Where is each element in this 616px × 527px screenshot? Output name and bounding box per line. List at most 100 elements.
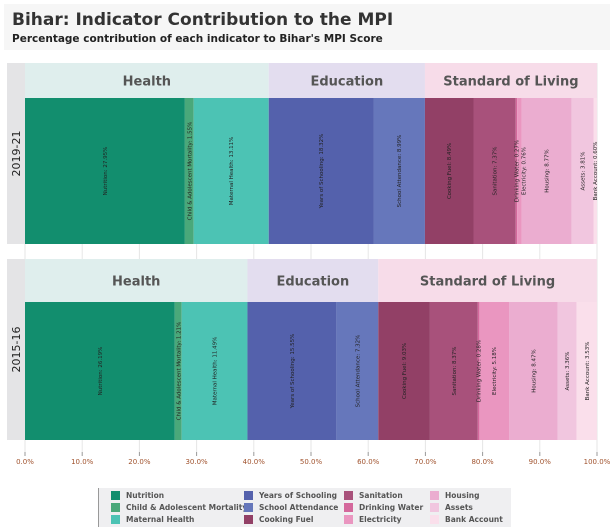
dimension-header — [247, 259, 379, 302]
legend-item: Cooking Fuel — [244, 515, 313, 524]
bar-segment — [25, 98, 185, 244]
bar-segment — [521, 98, 572, 244]
bar-segment — [429, 302, 478, 440]
dimension-header — [268, 63, 425, 98]
bar-data-label: Sanitation: 7.37% — [493, 146, 499, 195]
legend-item: Maternal Health — [111, 515, 194, 524]
bar-segment — [181, 302, 248, 440]
bar-data-label: Assets: 3.81% — [581, 152, 587, 191]
bar-data-label: School Attendance: 8.99% — [397, 135, 403, 208]
x-tick-label: 20.0% — [128, 458, 151, 466]
bar-data-label: Child & Adolescent Mortality: 1.55% — [187, 122, 193, 221]
x-tick-label: 60.0% — [357, 458, 380, 466]
bar-segment — [517, 98, 522, 244]
x-tick-label: 50.0% — [300, 458, 323, 466]
dimension-header — [25, 63, 269, 98]
chart-subtitle: Percentage contribution of each indicato… — [12, 33, 383, 45]
bar-data-label: Drinking Water: 0.27% — [514, 140, 520, 202]
x-tick-label: 40.0% — [243, 458, 266, 466]
legend-swatch — [344, 491, 353, 500]
bar-data-label: Electricity: 0.76% — [521, 147, 527, 195]
legend-label: Drinking Water — [359, 503, 424, 512]
bar-data-label: Nutrition: 27.95% — [103, 147, 109, 196]
x-tick-label: 100.0% — [584, 458, 611, 466]
bar-segment — [473, 98, 516, 244]
legend-item: Nutrition — [111, 491, 164, 500]
bar-segment — [336, 302, 379, 440]
legend-label: Bank Account — [445, 515, 503, 524]
dimension-header-label: Health — [112, 275, 160, 290]
bar-data-label: Housing: 8.77% — [545, 149, 551, 192]
legend-label: Assets — [445, 503, 473, 512]
stacked-bar-chart: 0.0% 10.0% 20.0% 30.0% 40.0% 50.0% 60.0% 70.0% 8… — [7, 63, 611, 466]
bar-segment — [25, 302, 175, 440]
bar-segment — [477, 302, 480, 440]
bar-data-label: Cooking Fuel: 8.49% — [447, 143, 453, 199]
legend-label: School Attendance — [259, 503, 339, 512]
bar-segment — [509, 302, 558, 440]
bar-segment — [576, 302, 597, 440]
legend-swatch — [111, 503, 120, 512]
legend-item: Years of Schooling — [244, 491, 337, 500]
facet-strip — [7, 63, 25, 244]
bar-segment — [515, 98, 518, 244]
legend-swatch — [430, 491, 439, 500]
dimension-header — [378, 259, 597, 302]
legend-swatch — [111, 515, 120, 524]
bar-data-label: Housing: 8.47% — [531, 349, 537, 392]
x-tick-label: 0.0% — [16, 458, 34, 466]
bar-segment — [373, 98, 425, 244]
x-tick-label: 30.0% — [185, 458, 208, 466]
facet-strip — [7, 259, 25, 440]
x-tick-label: 80.0% — [471, 458, 494, 466]
legend-swatch — [244, 515, 253, 524]
bar-data-label: Assets: 3.36% — [565, 352, 571, 391]
legend-label: Nutrition — [126, 491, 165, 500]
legend-label: Housing — [445, 491, 480, 500]
bar-segment — [424, 98, 474, 244]
legend-label: Electricity — [359, 515, 402, 524]
legend-item: Drinking Water — [344, 503, 423, 512]
legend-item: Assets — [430, 503, 473, 512]
x-tick-label: 10.0% — [71, 458, 94, 466]
legend-swatch — [344, 515, 353, 524]
x-tick-label: 90.0% — [529, 458, 552, 466]
dimension-header-label: Standard of Living — [420, 275, 555, 290]
bar-segment — [571, 98, 594, 244]
legend-label: Cooking Fuel — [259, 515, 314, 524]
legend-item: Child & Adolescent Mortality — [111, 503, 247, 512]
dimension-header-label: Health — [123, 75, 171, 90]
legend-label: Child & Adolescent Mortality — [126, 503, 248, 512]
bar-segment — [184, 98, 194, 244]
bar-segment — [378, 302, 430, 440]
legend-label: Maternal Health — [126, 515, 195, 524]
legend-swatch — [244, 491, 253, 500]
legend-item: Housing — [430, 491, 480, 500]
bar-data-label: Bank Account: 0.60% — [593, 142, 599, 201]
dimension-header — [424, 63, 597, 98]
legend-item: Sanitation — [344, 491, 403, 500]
legend-swatch — [111, 491, 120, 500]
chart-title: Bihar: Indicator Contribution to the MPI — [12, 10, 394, 30]
bar-data-label: Sanitation: 8.37% — [452, 346, 458, 395]
legend-item: Electricity — [344, 515, 402, 524]
legend-swatch — [430, 503, 439, 512]
legend-item: School Attendance — [244, 503, 338, 512]
dimension-header-label: Standard of Living — [443, 75, 578, 90]
bar-data-label: Bank Account: 3.53% — [585, 342, 591, 401]
dimension-header-label: Education — [276, 275, 349, 290]
legend: Nutrition Child & Adolescent Mortality Mat… — [98, 488, 511, 527]
dimension-header — [25, 259, 248, 302]
bar-data-label: Electricity: 5.18% — [492, 347, 498, 395]
legend-swatch — [430, 515, 439, 524]
bar-data-label: School Attendance: 7.32% — [355, 335, 361, 408]
bar-segment — [593, 98, 597, 244]
facet-label: 2019-21 — [10, 131, 23, 177]
bar-data-label: Child & Adolescent Mortality: 1.21% — [176, 322, 182, 421]
bar-data-label: Nutrition: 26.19% — [98, 347, 104, 396]
bar-data-label: Cooking Fuel: 9.03% — [402, 343, 408, 399]
bar-segment — [557, 302, 577, 440]
bar-data-label: Years of Schooling: 15.55% — [290, 334, 296, 410]
legend-label: Years of Schooling — [259, 491, 338, 500]
bar-segment — [479, 302, 510, 440]
